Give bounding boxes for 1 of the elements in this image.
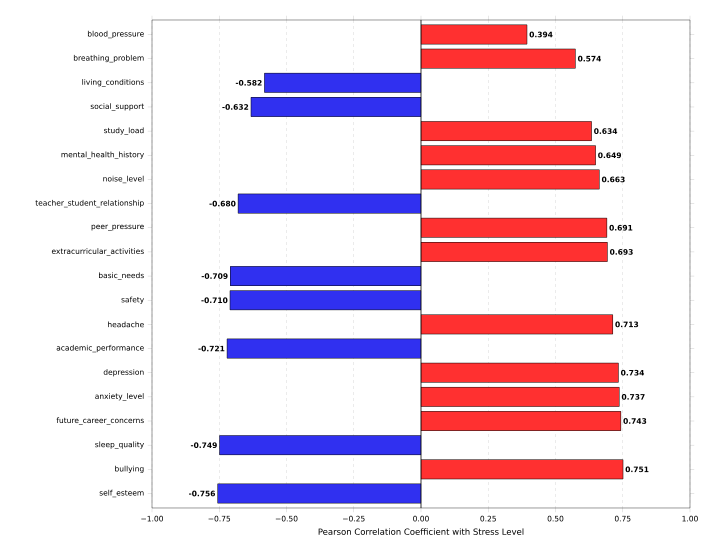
x-axis-title: Pearson Correlation Coefficient with Stress Level — [318, 528, 524, 535]
